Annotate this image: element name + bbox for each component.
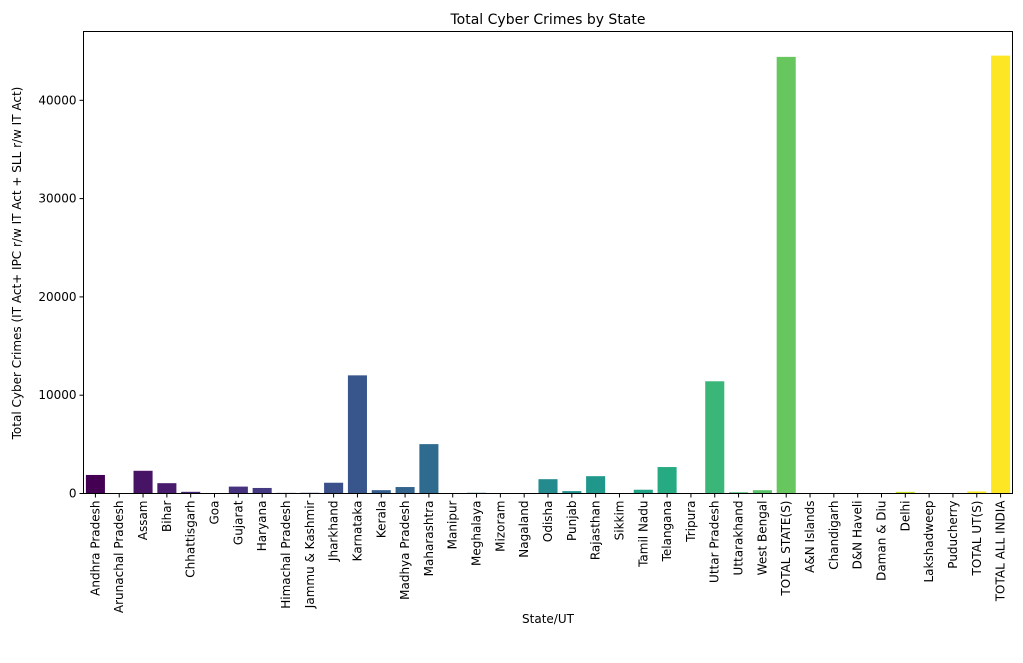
x-tick-label-total-state-s: TOTAL STATE(S) (779, 501, 793, 597)
y-tick-label: 30000 (38, 192, 76, 206)
x-tick-label-odisha: Odisha (541, 501, 555, 543)
bar-kerala (371, 490, 391, 494)
x-tick-label-gujarat: Gujarat (231, 500, 245, 545)
bar-gujarat (228, 486, 248, 494)
y-tick-label: 40000 (38, 93, 76, 107)
chart-title: Total Cyber Crimes by State (449, 12, 645, 28)
bar-rajasthan (586, 476, 606, 494)
bar-total-all-india (991, 55, 1011, 494)
x-tick-label-west-bengal: West Bengal (755, 501, 769, 576)
x-tick-label-karnataka: Karnataka (350, 501, 364, 562)
bar-madhya-pradesh (395, 487, 415, 494)
bar-delhi (895, 491, 915, 494)
bar-haryana (252, 487, 272, 494)
x-tick-label-meghalaya: Meghalaya (470, 501, 484, 566)
x-tick-label-total-all-india: TOTAL ALL INDIA (994, 500, 1008, 603)
x-tick-label-a-n-islands: A&N Islands (803, 501, 817, 573)
x-tick-label-uttarakhand: Uttarakhand (732, 501, 746, 576)
x-tick-label-telangana: Telangana (660, 501, 674, 563)
x-tick-label-andhra-pradesh: Andhra Pradesh (88, 501, 102, 596)
y-tick-label: 0 (69, 487, 77, 501)
x-axis-label: State/UT (522, 612, 575, 626)
bar-total-ut-s (967, 491, 987, 494)
bar-chhattisgarh (181, 491, 201, 494)
x-tick-label-goa: Goa (208, 501, 222, 525)
bar-total-state-s (776, 56, 796, 494)
x-tick-label-madhya-pradesh: Madhya Pradesh (398, 501, 412, 600)
bar-telangana (657, 467, 677, 494)
x-tick-label-assam: Assam (136, 501, 150, 541)
bar-andhra-pradesh (85, 474, 105, 494)
x-tick-label-jammu-kashmir: Jammu & Kashmir (303, 500, 317, 609)
x-tick-label-sikkim: Sikkim (612, 501, 626, 541)
x-tick-label-maharashtra: Maharashtra (422, 501, 436, 577)
bar-bihar (157, 483, 177, 494)
x-tick-label-jharkhand: Jharkhand (327, 501, 341, 563)
x-tick-label-kerala: Kerala (374, 501, 388, 539)
x-tick-label-mizoram: Mizoram (493, 501, 507, 552)
y-tick-label: 10000 (38, 388, 76, 402)
x-tick-label-punjab: Punjab (565, 501, 579, 542)
bar-punjab (562, 491, 582, 494)
x-tick-label-tripura: Tripura (684, 501, 698, 543)
y-tick-label: 20000 (38, 290, 76, 304)
x-tick-label-chhattisgarh: Chhattisgarh (184, 501, 198, 578)
bar-assam (133, 470, 153, 494)
x-tick-label-himachal-pradesh: Himachal Pradesh (279, 501, 293, 609)
x-tick-label-nagaland: Nagaland (517, 501, 531, 558)
bar-odisha (538, 479, 558, 494)
x-tick-label-bihar: Bihar (160, 500, 174, 532)
x-axis-ticks: Andhra Pradesh Arunachal Pradesh Assam Biha… (88, 493, 1008, 614)
bar-maharashtra (419, 444, 439, 494)
x-tick-label-puducherry: Puducherry (946, 501, 960, 569)
x-tick-label-lakshadweep: Lakshadweep (922, 501, 936, 583)
bar-tamil-nadu (633, 489, 653, 494)
bar-west-bengal (752, 490, 772, 494)
y-axis-label: Total Cyber Crimes (IT Act+ IPC r/w IT A… (10, 87, 24, 441)
x-tick-label-delhi: Delhi (898, 501, 912, 532)
bar-jharkhand (324, 482, 344, 494)
x-tick-label-chandigarh: Chandigarh (827, 501, 841, 570)
x-tick-label-tamil-nadu: Tamil Nadu (636, 501, 650, 568)
x-tick-label-total-ut-s: TOTAL UT(S) (970, 501, 984, 577)
x-tick-label-uttar-pradesh: Uttar Pradesh (708, 501, 722, 583)
x-tick-label-daman-diu: Daman & Diu (874, 501, 888, 581)
x-tick-label-haryana: Haryana (255, 501, 269, 552)
x-tick-label-arunachal-pradesh: Arunachal Pradesh (112, 501, 126, 614)
bar-uttar-pradesh (705, 381, 725, 494)
bars-group (85, 55, 1011, 494)
bar-uttarakhand (729, 492, 749, 494)
x-tick-label-rajasthan: Rajasthan (589, 501, 603, 561)
plot-frame (83, 31, 1013, 494)
y-axis-ticks: 0 10000 20000 30000 40000 (38, 93, 84, 501)
x-tick-label-manipur: Manipur (446, 500, 460, 549)
x-tick-label-d-n-haveli: D&N Haveli (851, 501, 865, 570)
bar-karnataka (347, 375, 367, 494)
